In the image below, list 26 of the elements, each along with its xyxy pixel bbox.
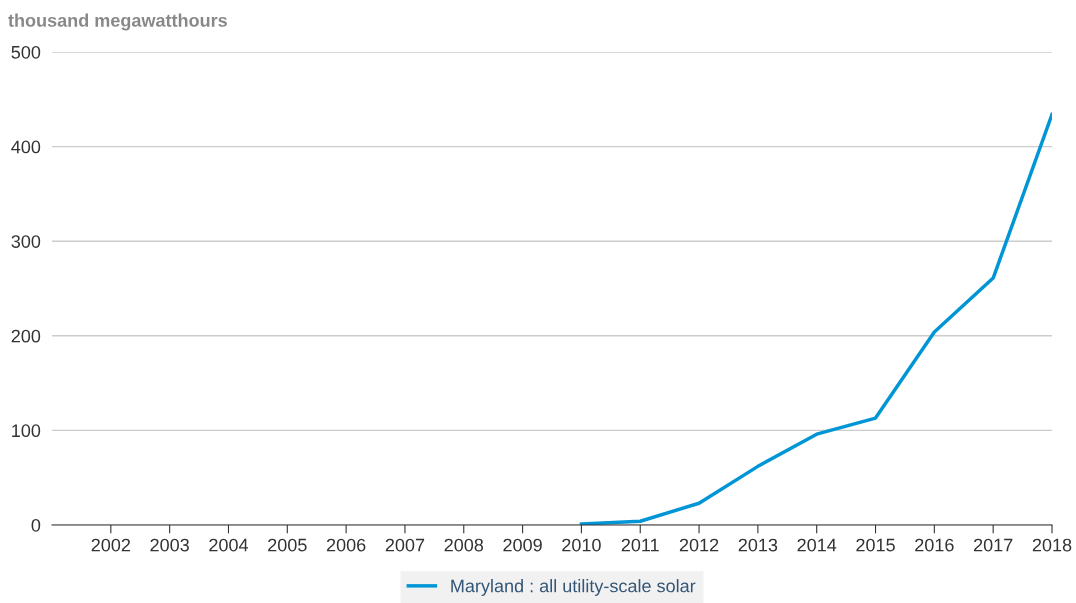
- x-tick-label: 2008: [444, 538, 484, 552]
- y-tick-label: 500: [11, 45, 41, 59]
- y-tick-label: 200: [11, 329, 41, 343]
- y-tick-label: 0: [31, 518, 41, 532]
- x-tick-label: 2018: [1032, 538, 1072, 552]
- x-tick-label: 2005: [268, 538, 307, 552]
- y-tick-label: 400: [11, 140, 41, 154]
- x-tick-label: 2006: [326, 538, 366, 552]
- x-tick-label: 2011: [621, 538, 659, 552]
- x-tick-label: 2012: [679, 538, 719, 552]
- x-tick-label: 2004: [209, 538, 249, 552]
- x-tick-label: 2002: [91, 538, 130, 552]
- x-tick-label: 2007: [385, 538, 425, 552]
- line-series: [579, 112, 1052, 525]
- legend-label: Maryland : all utility-scale solar: [451, 579, 696, 596]
- x-tick-label: 2017: [974, 538, 1013, 552]
- x-tick-label: 2014: [797, 538, 837, 552]
- x-tick-label: 2016: [915, 538, 954, 552]
- y-tick-label: 100: [12, 424, 41, 438]
- x-tick-label: 2015: [856, 538, 895, 552]
- y-tick-label: 300: [11, 235, 41, 248]
- x-tick-label: 2003: [150, 538, 189, 552]
- y-axis-title: thousand megawatthours: [8, 13, 227, 31]
- x-tick-label: 2009: [503, 538, 542, 552]
- x-tick-label: 2010: [562, 538, 601, 552]
- x-tick-label: 2013: [738, 538, 778, 552]
